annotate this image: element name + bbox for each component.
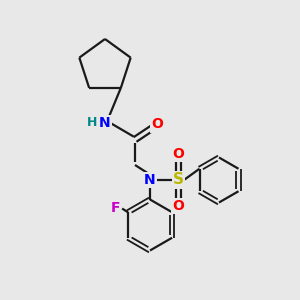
- Text: N: N: [144, 173, 156, 187]
- Text: O: O: [172, 147, 184, 161]
- Text: H: H: [87, 116, 98, 130]
- Text: N: N: [99, 116, 111, 130]
- Text: F: F: [111, 202, 120, 215]
- Text: O: O: [152, 118, 164, 131]
- Text: S: S: [173, 172, 184, 188]
- Text: O: O: [172, 199, 184, 213]
